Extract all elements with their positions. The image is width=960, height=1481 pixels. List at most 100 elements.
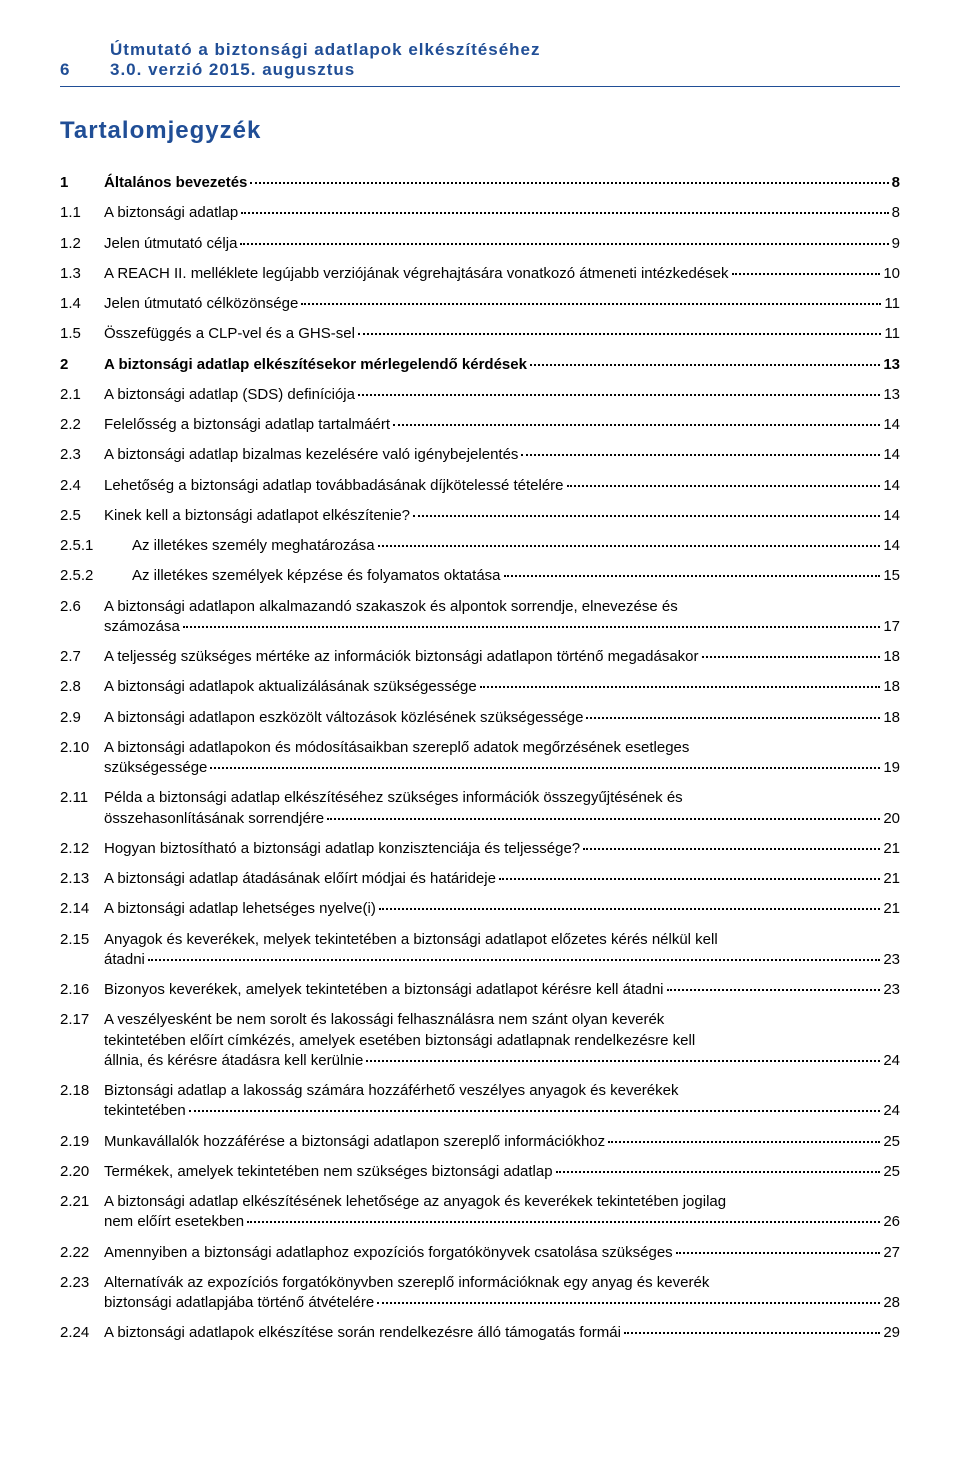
toc-entry-body: Lehetőség a biztonsági adatlap továbbadá… xyxy=(104,476,900,496)
toc-entry-page: 18 xyxy=(883,677,900,697)
toc-leader xyxy=(327,818,880,820)
toc-entry-line: Hogyan biztosítható a biztonsági adatlap… xyxy=(104,839,900,859)
toc-entry-text: Jelen útmutató célközönsége xyxy=(104,294,298,314)
toc-entry-line: Összefüggés a CLP-vel és a GHS-sel 11 xyxy=(104,324,900,344)
toc-entry-last-line: nem előírt esetekben 26 xyxy=(104,1212,900,1232)
toc-entry-text: Általános bevezetés xyxy=(104,173,247,193)
toc-entry-page: 13 xyxy=(883,385,900,405)
toc-entry-text: Felelősség a biztonsági adatlap tartalmá… xyxy=(104,415,390,435)
toc-entry-text: Alternatívák az expozíciós forgatókönyvb… xyxy=(104,1273,900,1293)
toc-entry-text: A biztonsági adatlap (SDS) definíciója xyxy=(104,385,355,405)
toc-entry-number: 2.6 xyxy=(60,597,104,617)
toc-entry-body: Hogyan biztosítható a biztonsági adatlap… xyxy=(104,839,900,859)
toc-leader xyxy=(247,1221,880,1223)
toc-entry-number: 2.21 xyxy=(60,1192,104,1212)
toc-entry-text: Lehetőség a biztonsági adatlap továbbadá… xyxy=(104,476,564,496)
toc-entry: 2.8A biztonsági adatlapok aktualizálásán… xyxy=(60,677,900,697)
toc-leader xyxy=(504,575,881,577)
toc-entry-number: 2 xyxy=(60,355,104,375)
toc-entry-page: 14 xyxy=(883,415,900,435)
header-divider xyxy=(60,86,900,87)
toc-entry-body: Az illetékes személy meghatározása 14 xyxy=(132,536,900,556)
toc-entry-line: Az illetékes személyek képzése és folyam… xyxy=(132,566,900,586)
toc-entry-body: Felelősség a biztonsági adatlap tartalmá… xyxy=(104,415,900,435)
toc-entry-line: Munkavállalók hozzáférése a biztonsági a… xyxy=(104,1132,900,1152)
toc-entry: 2.21A biztonsági adatlap elkészítésének … xyxy=(60,1192,900,1233)
toc-entry-line: Lehetőség a biztonsági adatlap továbbadá… xyxy=(104,476,900,496)
toc-entry-body: Biztonsági adatlap a lakosság számára ho… xyxy=(104,1081,900,1122)
toc-entry-text: számozása xyxy=(104,617,180,637)
toc-entry: 2.1A biztonsági adatlap (SDS) definíciój… xyxy=(60,385,900,405)
toc-entry: 2.5.2Az illetékes személyek képzése és f… xyxy=(60,566,900,586)
toc-entry: 2.19Munkavállalók hozzáférése a biztonsá… xyxy=(60,1132,900,1152)
toc-entry-number: 1.3 xyxy=(60,264,104,284)
toc-entry-body: A biztonsági adatlapok aktualizálásának … xyxy=(104,677,900,697)
toc-entry-text: Példa a biztonsági adatlap elkészítéséhe… xyxy=(104,788,900,808)
toc-entry-number: 2.14 xyxy=(60,899,104,919)
toc-entry-number: 2.1 xyxy=(60,385,104,405)
toc-entry-text: A biztonsági adatlapon eszközölt változá… xyxy=(104,708,583,728)
toc-leader xyxy=(241,212,888,214)
toc-entry-body: Az illetékes személyek képzése és folyam… xyxy=(132,566,900,586)
toc-entry: 2.9A biztonsági adatlapon eszközölt vált… xyxy=(60,708,900,728)
toc-entry-text: összehasonlításának sorrendjére xyxy=(104,809,324,829)
toc-leader xyxy=(379,908,880,910)
toc-entry-body: A biztonsági adatlap 8 xyxy=(104,203,900,223)
toc-entry: 2.11Példa a biztonsági adatlap elkészíté… xyxy=(60,788,900,829)
toc-entry-line: A biztonsági adatlap 8 xyxy=(104,203,900,223)
toc-entry-number: 1.5 xyxy=(60,324,104,344)
toc-entry: 2.12Hogyan biztosítható a biztonsági ada… xyxy=(60,839,900,859)
toc-entry-last-line: számozása 17 xyxy=(104,617,900,637)
toc-entry-line: A biztonsági adatlap átadásának előírt m… xyxy=(104,869,900,889)
toc-entry-page: 27 xyxy=(883,1243,900,1263)
toc-entry-page: 13 xyxy=(883,355,900,375)
toc-leader xyxy=(608,1141,880,1143)
toc-entry-number: 2.19 xyxy=(60,1132,104,1152)
toc-entry-text: A REACH II. melléklete legújabb verziójá… xyxy=(104,264,729,284)
toc-entry: 2.23Alternatívák az expozíciós forgatókö… xyxy=(60,1273,900,1314)
toc-entry: 2.13A biztonsági adatlap átadásának előí… xyxy=(60,869,900,889)
toc-entry-text: A biztonsági adatlapok aktualizálásának … xyxy=(104,677,477,697)
doc-title-line-2: 3.0. verzió 2015. augusztus xyxy=(110,60,900,80)
toc-entry-page: 10 xyxy=(883,264,900,284)
toc-entry-page: 25 xyxy=(883,1132,900,1152)
toc-entry-text: szükségessége xyxy=(104,758,207,778)
toc-entry: 2.15Anyagok és keverékek, melyek tekinte… xyxy=(60,930,900,971)
toc-entry-body: A biztonsági adatlap (SDS) definíciója 1… xyxy=(104,385,900,405)
toc-entry-text: A biztonsági adatlap átadásának előírt m… xyxy=(104,869,496,889)
toc-entry-line: Bizonyos keverékek, amelyek tekintetében… xyxy=(104,980,900,1000)
toc-entry-page: 19 xyxy=(883,758,900,778)
toc-entry-text: A biztonsági adatlapok elkészítése során… xyxy=(104,1323,621,1343)
toc-entry-text: A veszélyesként be nem sorolt és lakossá… xyxy=(104,1010,900,1030)
toc-entry-text: Az illetékes személy meghatározása xyxy=(132,536,375,556)
toc-entry-body: A biztonsági adatlap elkészítésekor mérl… xyxy=(104,355,900,375)
toc-entry-text: Az illetékes személyek képzése és folyam… xyxy=(132,566,501,586)
page: 6 Útmutató a biztonsági adatlapok elkész… xyxy=(0,0,960,1414)
toc-list: 1Általános bevezetés 81.1A biztonsági ad… xyxy=(60,173,900,1344)
toc-leader xyxy=(358,394,880,396)
toc-entry-body: Kinek kell a biztonsági adatlapot elkész… xyxy=(104,506,900,526)
toc-entry-body: A biztonsági adatlapokon és módosításaik… xyxy=(104,738,900,779)
toc-entry-number: 2.16 xyxy=(60,980,104,1000)
toc-entry: 2.18Biztonsági adatlap a lakosság számár… xyxy=(60,1081,900,1122)
toc-leader xyxy=(530,364,880,366)
toc-entry-text: Hogyan biztosítható a biztonsági adatlap… xyxy=(104,839,580,859)
toc-entry-body: A biztonsági adatlapon eszközölt változá… xyxy=(104,708,900,728)
toc-heading: Tartalomjegyzék xyxy=(60,117,900,145)
toc-entry: 1Általános bevezetés 8 xyxy=(60,173,900,193)
toc-entry: 1.3A REACH II. melléklete legújabb verzi… xyxy=(60,264,900,284)
toc-leader xyxy=(624,1332,880,1334)
toc-entry-line: Az illetékes személy meghatározása 14 xyxy=(132,536,900,556)
toc-entry-page: 11 xyxy=(884,324,900,344)
toc-entry-last-line: átadni 23 xyxy=(104,950,900,970)
toc-entry: 2.5.1Az illetékes személy meghatározása … xyxy=(60,536,900,556)
toc-leader xyxy=(413,515,880,517)
toc-entry-page: 21 xyxy=(883,899,900,919)
toc-entry: 1.2Jelen útmutató célja 9 xyxy=(60,234,900,254)
toc-entry-line: Kinek kell a biztonsági adatlapot elkész… xyxy=(104,506,900,526)
toc-entry-number: 1.4 xyxy=(60,294,104,314)
toc-leader xyxy=(240,243,888,245)
toc-entry-body: A teljesség szükséges mértéke az informá… xyxy=(104,647,900,667)
toc-entry-number: 1.2 xyxy=(60,234,104,254)
toc-entry-page: 9 xyxy=(892,234,900,254)
